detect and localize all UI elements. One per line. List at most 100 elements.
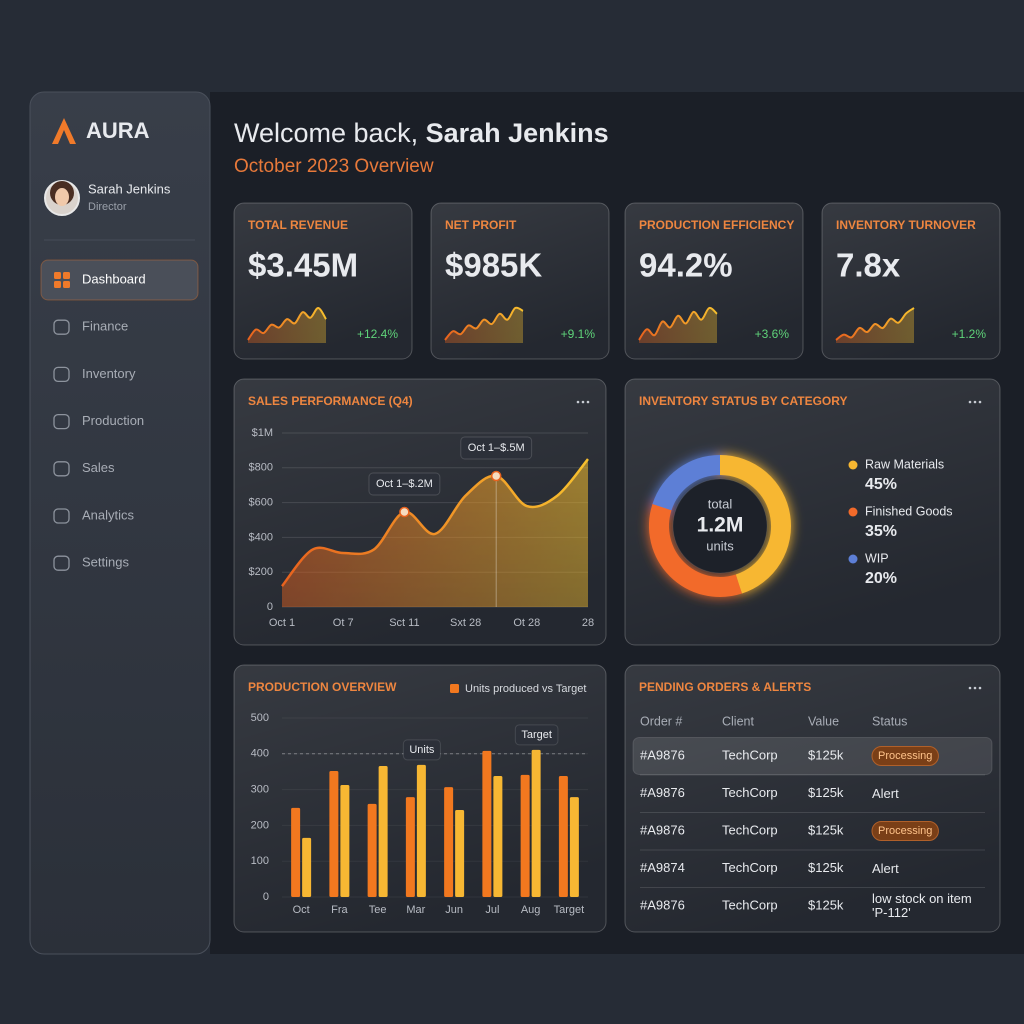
kpi-label: PRODUCTION EFFICIENCY [639, 218, 794, 232]
nav-item[interactable]: Analytics [82, 507, 135, 522]
menu-dot [973, 686, 977, 690]
nav-icon [63, 272, 70, 279]
status-text: Processing [878, 825, 932, 837]
highlight-point [399, 506, 410, 518]
menu-dot [586, 400, 590, 404]
series-tag-bg [402, 739, 441, 761]
kpi-card [624, 202, 804, 360]
y-tick-label: $200 [249, 566, 273, 578]
nav-icon [53, 508, 70, 524]
center-value: 1.2M [697, 514, 744, 537]
bar [291, 807, 301, 897]
x-tick-label: Fra [331, 904, 348, 916]
nav-icon [63, 281, 70, 288]
user-name: Sarah Jenkins [88, 181, 171, 196]
greeting-name: Sarah Jenkins [426, 118, 609, 148]
bar [520, 774, 530, 897]
status-text: low stock on item 'P-112' [872, 891, 972, 920]
orders-card [624, 664, 1001, 933]
table-cell: TechCorp [722, 860, 778, 875]
kpi-value: 7.8x [836, 247, 901, 284]
highlight-point [490, 470, 502, 482]
kpi-label: NET PROFIT [445, 218, 517, 232]
status-badge [871, 746, 939, 766]
y-tick-label: $800 [249, 462, 273, 474]
nav-icon [54, 281, 61, 288]
bar [378, 765, 388, 897]
kpi-change: +12.4% [357, 327, 398, 341]
greeting: Welcome back, Sarah Jenkins [234, 118, 609, 148]
y-tick-label: 400 [251, 748, 269, 760]
y-tick-label: 0 [267, 601, 273, 613]
status-cell: Alert [872, 786, 899, 800]
legend-label: Units produced vs Target [465, 683, 586, 695]
y-tick-label: 200 [251, 819, 269, 831]
sparkline [444, 306, 524, 341]
nav-item[interactable]: Dashboard [82, 271, 146, 286]
table-cell: $125k [808, 822, 844, 837]
x-tick-label: Sxt 28 [450, 617, 481, 629]
y-tick-label: $400 [249, 531, 273, 543]
bar [340, 784, 350, 897]
nav-item[interactable]: Production [82, 413, 144, 428]
table-cell: #A9876 [640, 822, 685, 837]
nav-item[interactable]: Settings [82, 555, 129, 570]
table-cell: $125k [808, 785, 844, 800]
legend-swatch [848, 554, 858, 564]
bar [455, 810, 465, 897]
center-label: total [708, 496, 733, 511]
x-tick-label: Sct 11 [389, 617, 419, 629]
status-text: Alert [872, 860, 899, 876]
sparkline [835, 307, 915, 341]
legend-value: 20% [865, 570, 897, 587]
bar [493, 775, 503, 897]
sales-area [282, 459, 588, 607]
greeting-text: Welcome back, [234, 118, 418, 148]
donut-segment [652, 455, 721, 511]
menu-dot [576, 400, 580, 404]
tooltip-bg [460, 436, 533, 460]
column-header: Status [872, 714, 907, 728]
x-tick-label: Mar [406, 904, 425, 916]
column-header: Client [722, 714, 754, 728]
bar [416, 764, 426, 897]
nav-item[interactable]: Sales [82, 460, 115, 475]
y-tick-label: 500 [251, 712, 269, 724]
avatar-face [55, 188, 69, 206]
nav-item[interactable]: Finance [82, 319, 128, 334]
legend-swatch [450, 684, 459, 693]
column-header: Value [808, 714, 839, 728]
legend-label: WIP [865, 551, 889, 565]
nav-item[interactable]: Inventory [82, 366, 136, 381]
bar [569, 797, 579, 897]
x-tick-label: Ot 28 [513, 617, 540, 629]
menu-dot [978, 686, 982, 690]
nav-icon [53, 319, 70, 335]
nav-icon [53, 461, 70, 477]
kpi-card [233, 202, 413, 360]
legend-label: Finished Goods [865, 504, 953, 518]
x-tick-label: 28 [582, 617, 594, 629]
donut [649, 455, 791, 597]
card-title: PENDING ORDERS & ALERTS [639, 680, 811, 694]
table-cell: #A9874 [640, 860, 685, 875]
bar [405, 797, 415, 897]
nav-icon [53, 413, 70, 430]
series-tag-bg [514, 724, 559, 746]
tooltip: Oct 1–$.2M [376, 478, 433, 490]
table-cell: TechCorp [722, 822, 778, 837]
sparkline [247, 307, 327, 341]
kpi-label: TOTAL REVENUE [248, 218, 348, 232]
nav-icon [53, 366, 70, 383]
table-cell: #A9876 [640, 897, 685, 912]
legend-value: 35% [865, 523, 897, 540]
nav-icon [53, 555, 70, 571]
kpi-value: $3.45M [248, 247, 358, 284]
sparkline-area [248, 307, 326, 343]
x-tick-label: Oct 1 [269, 617, 295, 629]
x-tick-label: Ot 7 [333, 617, 354, 629]
x-tick-label: Jul [485, 904, 499, 916]
table-cell: $125k [808, 897, 844, 912]
subtitle: October 2023 Overview [234, 156, 434, 177]
